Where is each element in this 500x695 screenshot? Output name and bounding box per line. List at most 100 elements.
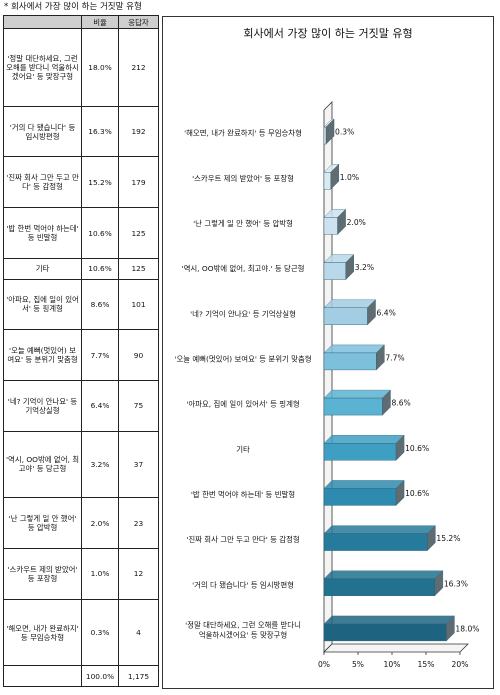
chart-panel: 회사에서 가장 많이 하는 거짓말 유형 0.3% '해오면, 내가 완료하지' … (162, 16, 494, 689)
bar (323, 352, 377, 371)
row-count: 4 (118, 598, 159, 667)
category-label: '스카우트 제의 받았어' 등 포장형 (192, 174, 294, 183)
row-count: 125 (118, 257, 159, 280)
chart-title: 회사에서 가장 많이 하는 거짓말 유형 (243, 27, 413, 40)
data-table: 비율 응답자 '정말 대단하세요, 그런 오해를 받다니 억울하시겠어요' 등 … (3, 15, 159, 687)
total-cell: 1,175 (118, 665, 159, 687)
table-header-row: 비율 응답자 (3, 15, 159, 29)
bar-end (427, 525, 436, 552)
table-row: '진짜 회사 그만 두고 만다' 등 감정형 15.2% 179 (3, 156, 159, 209)
column-header: 응답자 (118, 15, 159, 29)
category-label: '역시, OO밖에 없어, 최고야.' 등 당근형 (182, 264, 305, 273)
table-row: '해오면, 내가 완료하지' 등 무임승차형 0.3% 4 (3, 598, 159, 667)
row-percent: 18.0% (81, 28, 119, 107)
row-label: 기타 (3, 257, 82, 280)
bar-end (395, 434, 405, 461)
bar (323, 262, 346, 280)
row-label: '역시, OO밖에 없어, 최고야' 등 당근형 (3, 430, 82, 499)
row-label: '정말 대단하세요, 그런 오해를 받다니 억울하시겠어요' 등 맞장구형 (3, 28, 82, 107)
row-percent: 7.7% (81, 329, 119, 381)
x-tick-label: 0% (318, 660, 330, 669)
bar-top (323, 570, 444, 579)
bar (323, 533, 428, 551)
bar (323, 623, 447, 642)
data-label: 10.6% (405, 489, 429, 498)
category-label: '네? 기억이 안나요' 등 기억상실형 (190, 309, 296, 318)
bar-end (337, 208, 346, 235)
data-label: 1.0% (340, 173, 359, 182)
bar (323, 172, 332, 190)
category-label: '정말 대단하세요, 그런 오해를 받다니 (185, 620, 301, 629)
category-label: '해오면, 내가 완료하지' 등 무임승차형 (184, 129, 302, 138)
data-label: 6.4% (377, 308, 396, 317)
data-label: 3.2% (355, 263, 374, 272)
bar-end (382, 389, 391, 416)
table-row: '정말 대단하세요, 그런 오해를 받다니 억울하시겠어요' 등 맞장구형 18.… (3, 28, 159, 107)
row-percent: 15.2% (81, 156, 119, 209)
page-title: * 회사에서 가장 많이 하는 거짓말 유형 (4, 2, 142, 12)
data-label: 0.3% (335, 128, 354, 137)
data-label: 18.0% (455, 624, 479, 633)
bar-top (323, 615, 455, 625)
x-tick-label: 10% (384, 660, 401, 669)
category-label: '밥 한번 먹어야 하는데' 등 빈말형 (191, 490, 295, 499)
row-count: 37 (118, 430, 159, 499)
table-row: '거의 다 됐습니다' 등 임시방편형 16.3% 192 (3, 105, 159, 158)
row-label: '네? 기억이 안나요' 등 기억상실형 (3, 379, 82, 432)
bar (323, 397, 383, 416)
category-label: '진짜 회사 그만 두고 만다' 등 감정형 (186, 535, 299, 544)
category-label: '아파요, 집에 일이 있어서' 등 핑계형 (186, 400, 299, 409)
row-percent: 3.2% (81, 430, 119, 499)
table-row: '난 그렇게 일 안 했어' 등 압박형 2.0% 23 (3, 497, 159, 550)
category-label: 기타 (236, 445, 250, 454)
row-label: '진짜 회사 그만 두고 만다' 등 감정형 (3, 156, 82, 209)
row-percent: 10.6% (81, 207, 119, 259)
row-label: '스카우트 제의 받았어' 등 포장형 (3, 548, 82, 600)
total-cell: 100.0% (81, 665, 119, 687)
bar-end (376, 344, 385, 371)
row-count: 101 (118, 278, 159, 331)
bar-top (323, 525, 436, 534)
total-cell (3, 665, 82, 687)
column-header (3, 15, 82, 29)
bar (323, 126, 327, 145)
category-label: 억울하시겠어요' 등 맞장구형 (199, 630, 287, 639)
row-percent: 8.6% (81, 278, 119, 331)
x-tick-label: 5% (352, 660, 364, 669)
x-tick-label: 15% (418, 660, 435, 669)
x-tick-label: 20% (452, 660, 469, 669)
bar-top (323, 435, 405, 444)
row-percent: 2.0% (81, 497, 119, 550)
row-label: '오늘 예뻐(멋있어) 보여요' 등 분위기 맞춤형 (3, 329, 82, 381)
bar-top (323, 389, 391, 399)
bar (323, 578, 436, 596)
data-label: 16.3% (444, 579, 468, 588)
data-label: 10.6% (405, 444, 429, 453)
bar-top (323, 299, 377, 308)
bar-end (325, 118, 335, 145)
row-percent: 6.4% (81, 379, 119, 432)
row-count: 212 (118, 28, 159, 107)
row-label: '밥 한번 먹어야 하는데' 등 빈말형 (3, 207, 82, 259)
bar (323, 307, 368, 325)
row-label: '해오면, 내가 완료하지' 등 무임승차형 (3, 598, 82, 667)
table-row: '아파요, 집에 일이 있어서' 등 핑계형 8.6% 101 (3, 278, 159, 331)
bar (323, 217, 338, 235)
row-label: '거의 다 됐습니다' 등 임시방편형 (3, 105, 82, 158)
table-row: '스카우트 제의 받았어' 등 포장형 1.0% 12 (3, 548, 159, 600)
category-label: '거의 다 됐습니다' 등 임시방편형 (192, 580, 294, 589)
bar-end (330, 163, 340, 190)
bar (323, 488, 397, 506)
row-count: 125 (118, 207, 159, 259)
bar-end (367, 299, 376, 326)
bar-top (323, 344, 385, 354)
row-count: 75 (118, 379, 159, 432)
table-row: 기타 10.6% 125 (3, 257, 159, 280)
bar-end (345, 254, 354, 281)
table-row: '네? 기억이 안나요' 등 기억상실형 6.4% 75 (3, 379, 159, 432)
table-row: '역시, OO밖에 없어, 최고야' 등 당근형 3.2% 37 (3, 430, 159, 499)
bar-end (446, 615, 455, 642)
row-percent: 16.3% (81, 105, 119, 158)
row-count: 90 (118, 329, 159, 381)
category-label: '난 그렇게 일 안 했어' 등 압박형 (193, 219, 293, 228)
